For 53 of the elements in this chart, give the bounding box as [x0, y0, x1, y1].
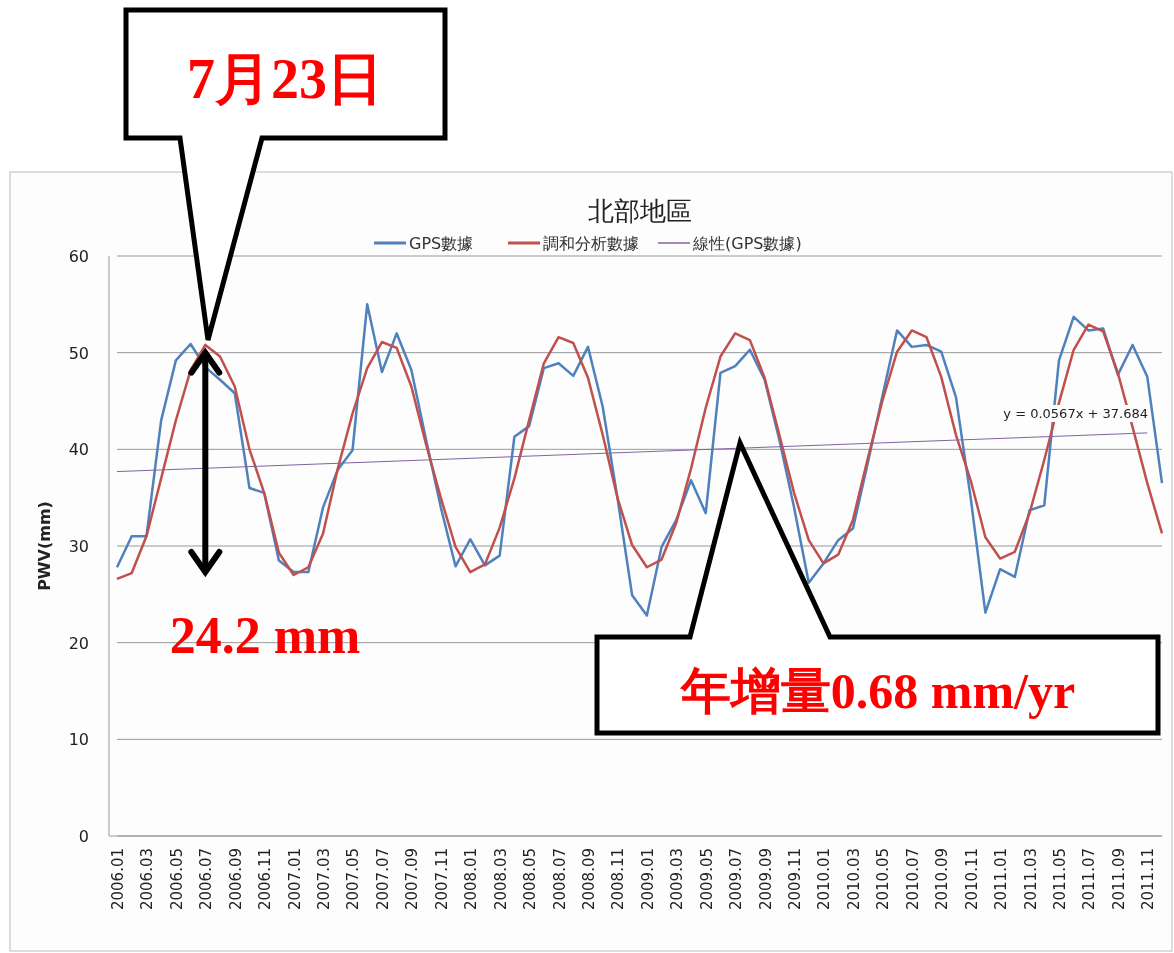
x-tick-label: 2009.11: [786, 848, 805, 911]
x-tick-label: 2006.07: [197, 848, 216, 911]
x-tick-label: 2008.11: [609, 848, 628, 911]
y-tick-label: 20: [68, 633, 89, 653]
x-tick-label: 2010.05: [874, 848, 893, 911]
x-tick-label: 2008.01: [462, 848, 481, 911]
x-tick-label: 2011.01: [992, 848, 1011, 911]
x-tick-label: 2007.07: [373, 848, 392, 911]
x-tick-label: 2011.03: [1021, 848, 1040, 911]
chart-title: 北部地區: [587, 196, 692, 226]
x-tick-label: 2006.03: [138, 848, 157, 911]
x-tick-label: 2010.11: [962, 848, 981, 911]
x-tick-label: 2008.05: [521, 848, 540, 911]
x-tick-label: 2007.11: [432, 848, 451, 911]
text: 7月23日: [187, 48, 383, 110]
y-tick-label: 30: [68, 537, 89, 556]
x-tick-label: 2011.11: [1139, 848, 1158, 911]
x-tick-label: 2011.07: [1080, 848, 1099, 911]
x-tick-label: 2007.03: [315, 848, 334, 911]
annotation: 年增量0.68 mm/yr: [678, 663, 1076, 719]
annotation: 24.2 mm: [169, 607, 361, 664]
x-tick-label: 2010.03: [844, 848, 863, 911]
y-tick-label: 60: [68, 247, 89, 266]
x-tick-label: 2006.01: [109, 848, 127, 911]
x-tick-label: 2010.01: [815, 848, 834, 911]
x-tick-label: 2009.07: [727, 848, 746, 911]
y-axis-title: PWV(mm): [35, 501, 54, 591]
x-tick-label: 2009.09: [756, 848, 775, 911]
x-tick-label: 2009.01: [638, 848, 657, 911]
x-tick-label: 2006.05: [167, 848, 186, 911]
legend-label: 線性(GPS數據): [692, 234, 802, 253]
x-tick-label: 2006.11: [256, 848, 275, 911]
x-tick-label: 2011.05: [1050, 848, 1069, 911]
x-tick-label: 2009.05: [697, 848, 716, 911]
x-tick-label: 2007.09: [403, 848, 422, 911]
x-tick-label: 2008.07: [550, 848, 569, 911]
y-tick-label: 40: [68, 440, 89, 460]
x-tick-label: 2009.03: [668, 848, 687, 911]
x-tick-label: 2007.01: [285, 848, 304, 911]
x-tick-label: 2010.07: [903, 848, 922, 911]
y-tick-label: 50: [68, 343, 89, 363]
x-tick-label: 2011.09: [1109, 848, 1128, 911]
y-tick-label: 0: [78, 827, 89, 846]
annotation: y = 0.0567x + 37.684: [1003, 406, 1148, 421]
legend-label: 調和分析數據: [543, 234, 639, 253]
x-tick-label: 2008.03: [491, 848, 510, 911]
x-tick-label: 2007.05: [344, 848, 363, 911]
legend-label: GPS數據: [409, 234, 474, 253]
x-tick-label: 2010.09: [933, 848, 952, 911]
line-series: [115, 323, 1164, 581]
x-tick-label: 2008.09: [579, 848, 598, 911]
x-tick-label: 2006.09: [226, 848, 245, 911]
y-tick-label: 10: [68, 730, 89, 750]
